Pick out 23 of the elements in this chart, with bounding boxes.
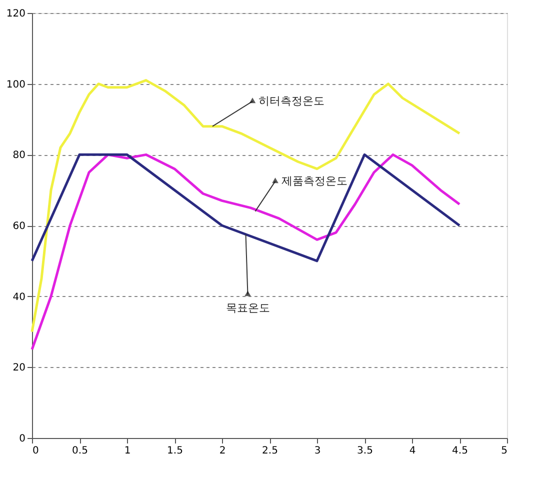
x-tick-label: 3 <box>314 446 321 456</box>
x-tick-label: 0.5 <box>72 446 88 456</box>
annotation: 히터측정온도 <box>258 94 324 108</box>
x-tick-label: 0 <box>32 446 39 456</box>
x-tick-label: 5 <box>501 446 508 456</box>
annotation: 목표온도 <box>226 301 270 314</box>
line-series <box>30 79 461 333</box>
annotation: 제품측정온도 <box>281 174 348 188</box>
y-tick-label: 60 <box>12 221 26 232</box>
x-tick-label: 1 <box>124 446 131 456</box>
x-tick-label: 1.5 <box>167 446 183 456</box>
y-tick-label: 0 <box>19 434 26 444</box>
y-tick-label: 80 <box>12 150 26 162</box>
y-tick-label: 20 <box>12 362 26 374</box>
y-tick-label: 120 <box>6 8 26 20</box>
y-tick-label: 40 <box>12 292 26 303</box>
x-tick-label: 2.5 <box>262 446 278 456</box>
x-tick-label: 3.5 <box>357 446 373 456</box>
x-tick-label: 4 <box>409 446 416 456</box>
x-tick-label: 2 <box>219 446 226 456</box>
line-series <box>30 153 461 351</box>
x-tick-label: 4.5 <box>452 446 468 456</box>
y-tick-label: 100 <box>6 79 26 90</box>
